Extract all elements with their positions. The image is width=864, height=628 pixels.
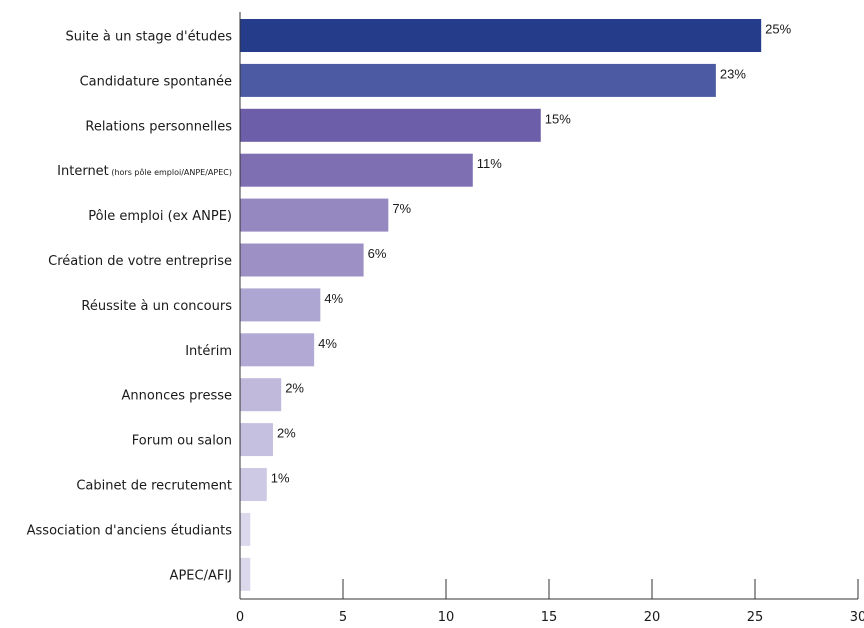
- category-label-main: APEC/AFIJ: [170, 568, 232, 583]
- category-label: Candidature spontanée: [80, 74, 232, 89]
- bar: [240, 468, 267, 501]
- data-label: 2%: [277, 426, 296, 441]
- bar: [240, 153, 473, 187]
- data-label: 11%: [477, 156, 502, 171]
- category-label: Association d'anciens étudiants: [27, 523, 233, 538]
- category-label: Annonces presse: [122, 389, 232, 404]
- category-label: Suite à un stage d'études: [66, 30, 233, 45]
- category-label: Cabinet de recrutement: [76, 479, 232, 494]
- x-tick-label: 30: [850, 610, 864, 625]
- bar: [240, 198, 389, 232]
- bar: [240, 288, 321, 322]
- category-label-main: Candidature spontanée: [80, 74, 232, 89]
- category-label-note: (hors pôle emploi/ANPE/APEC): [109, 167, 232, 177]
- data-label: 4%: [324, 291, 343, 306]
- data-label: 25%: [765, 22, 791, 37]
- category-label: Création de votre entreprise: [48, 254, 232, 269]
- category-label-main: Réussite à un concours: [81, 299, 232, 314]
- data-label: 1%: [271, 471, 290, 486]
- category-label: APEC/AFIJ: [170, 568, 232, 583]
- data-label: 4%: [318, 336, 337, 351]
- category-label: Pôle emploi (ex ANPE): [88, 209, 232, 224]
- category-label-main: Création de votre entreprise: [48, 254, 232, 269]
- category-label: Internet (hors pôle emploi/ANPE/APEC): [57, 164, 232, 179]
- category-label-main: Pôle emploi (ex ANPE): [88, 209, 232, 224]
- x-tick-label: 5: [339, 610, 347, 625]
- x-tick-label: 15: [541, 610, 558, 625]
- bar: [240, 108, 541, 142]
- x-tick-label: 10: [438, 610, 455, 625]
- data-labels-group: 25% 23% 15% 11% 7% 6% 4% 4% 2% 2% 1%: [271, 22, 792, 486]
- category-label-main: Forum ou salon: [132, 434, 232, 449]
- bar: [240, 63, 716, 97]
- data-label: 2%: [285, 381, 304, 396]
- data-label: 15%: [545, 111, 571, 126]
- x-tick-label: 20: [644, 610, 661, 625]
- data-label: 23%: [720, 66, 746, 81]
- x-tick-label: 0: [236, 610, 244, 625]
- x-ticks-group: 0 5 10 15 20 25 30: [236, 579, 864, 625]
- bar: [240, 19, 762, 52]
- category-label-main: Intérim: [185, 344, 232, 359]
- category-label-main: Association d'anciens étudiants: [27, 523, 233, 538]
- bar: [240, 333, 315, 367]
- category-label: Réussite à un concours: [81, 299, 232, 314]
- bar: [240, 378, 282, 412]
- category-label-main: Relations personnelles: [85, 119, 232, 134]
- data-label: 6%: [368, 246, 387, 261]
- category-label-main: Annonces presse: [122, 389, 232, 404]
- category-label: Intérim: [185, 344, 232, 359]
- category-label: Relations personnelles: [85, 119, 232, 134]
- x-tick-label: 25: [747, 610, 764, 625]
- category-labels-group: Suite à un stage d'études Candidature spo…: [27, 30, 233, 584]
- category-label: Forum ou salon: [132, 434, 232, 449]
- category-label-main: Cabinet de recrutement: [76, 479, 232, 494]
- bar: [240, 512, 251, 546]
- data-label: 7%: [392, 201, 411, 216]
- bars-group: [240, 19, 762, 591]
- bar: [240, 423, 273, 457]
- bar: [240, 243, 364, 277]
- bar: [240, 557, 251, 591]
- category-label-main: Internet: [57, 164, 109, 179]
- category-label-main: Suite à un stage d'études: [66, 30, 233, 45]
